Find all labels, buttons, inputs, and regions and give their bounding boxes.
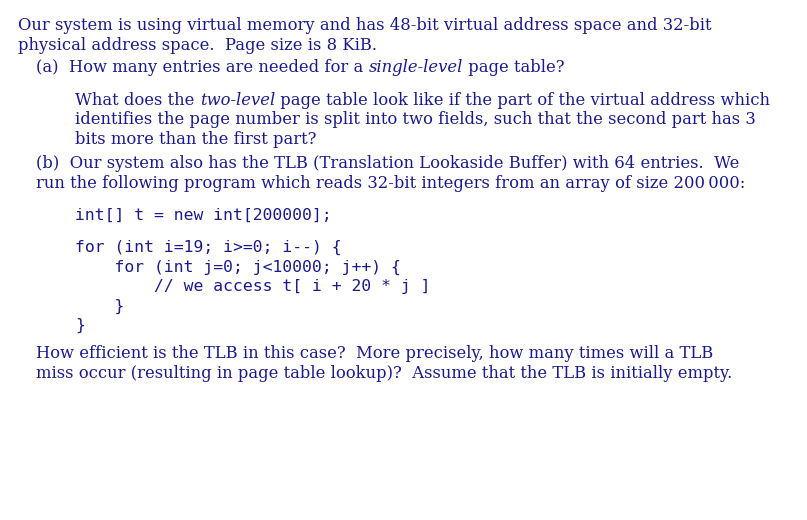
Text: for (int j=0; j<10000; j++) {: for (int j=0; j<10000; j++) { bbox=[75, 259, 401, 275]
Text: page table look like if the part of the virtual address which: page table look like if the part of the … bbox=[275, 92, 770, 109]
Text: physical address space.  Page size is 8 KiB.: physical address space. Page size is 8 K… bbox=[18, 36, 377, 54]
Text: }: } bbox=[75, 298, 124, 314]
Text: (a)  How many entries are needed for a: (a) How many entries are needed for a bbox=[36, 59, 369, 76]
Text: How efficient is the TLB in this case?  More precisely, how many times will a TL: How efficient is the TLB in this case? M… bbox=[36, 345, 713, 362]
Text: int[] t = new int[200000];: int[] t = new int[200000]; bbox=[75, 208, 332, 223]
Text: run the following program which reads 32-bit integers from an array of size 200 : run the following program which reads 32… bbox=[36, 175, 746, 191]
Text: }: } bbox=[75, 318, 85, 333]
Text: two-level: two-level bbox=[199, 92, 275, 109]
Text: miss occur (resulting in page table lookup)?  Assume that the TLB is initially e: miss occur (resulting in page table look… bbox=[36, 365, 732, 382]
Text: (b)  Our system also has the TLB (Translation Lookaside Buffer) with 64 entries.: (b) Our system also has the TLB (Transla… bbox=[36, 155, 739, 172]
Text: Our system is using virtual memory and has 48-bit virtual address space and 32-b: Our system is using virtual memory and h… bbox=[18, 17, 712, 34]
Text: identifies the page number is split into two fields, such that the second part h: identifies the page number is split into… bbox=[75, 111, 755, 128]
Text: What does the: What does the bbox=[75, 92, 199, 109]
Text: bits more than the first part?: bits more than the first part? bbox=[75, 131, 316, 148]
Text: for (int i=19; i>=0; i--) {: for (int i=19; i>=0; i--) { bbox=[75, 240, 341, 255]
Text: single-level: single-level bbox=[369, 59, 463, 76]
Text: // we access t[ i + 20 * j ]: // we access t[ i + 20 * j ] bbox=[75, 279, 430, 294]
Text: page table?: page table? bbox=[463, 59, 564, 76]
